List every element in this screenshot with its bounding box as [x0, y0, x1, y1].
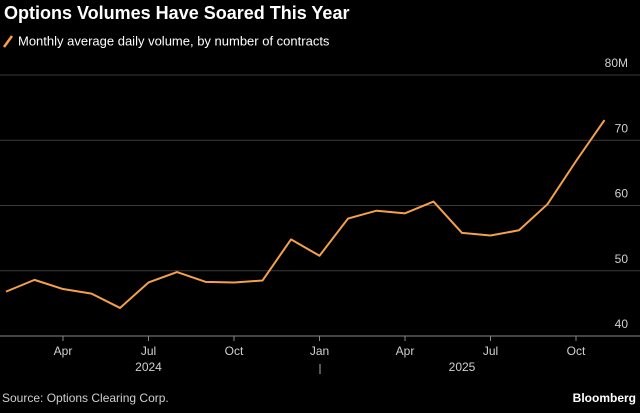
x-tick-label: Jul [141, 344, 156, 358]
x-tick-label: Oct [567, 344, 586, 358]
source-note: Source: Options Clearing Corp. [2, 391, 169, 405]
year-label: 2024 [135, 360, 162, 374]
x-tick-label: Apr [396, 344, 415, 358]
chart-title: Options Volumes Have Soared This Year [4, 3, 349, 23]
x-tick-label: Jul [483, 344, 498, 358]
legend-swatch [2, 35, 14, 48]
y-tick-label: 70 [615, 121, 629, 135]
y-tick-label: 40 [615, 317, 629, 331]
legend-label: Monthly average daily volume, by number … [18, 33, 330, 48]
y-tick-label: 60 [615, 187, 629, 201]
brand: Bloomberg [573, 391, 636, 405]
x-tick-label: Oct [225, 344, 244, 358]
x-tick-label: Apr [54, 344, 73, 358]
y-tick-label: 50 [615, 252, 629, 266]
data-line [5, 119, 606, 309]
y-tick-label: 80M [605, 56, 628, 70]
x-tick-label: Jan [310, 344, 329, 358]
year-label: 2025 [449, 360, 476, 374]
